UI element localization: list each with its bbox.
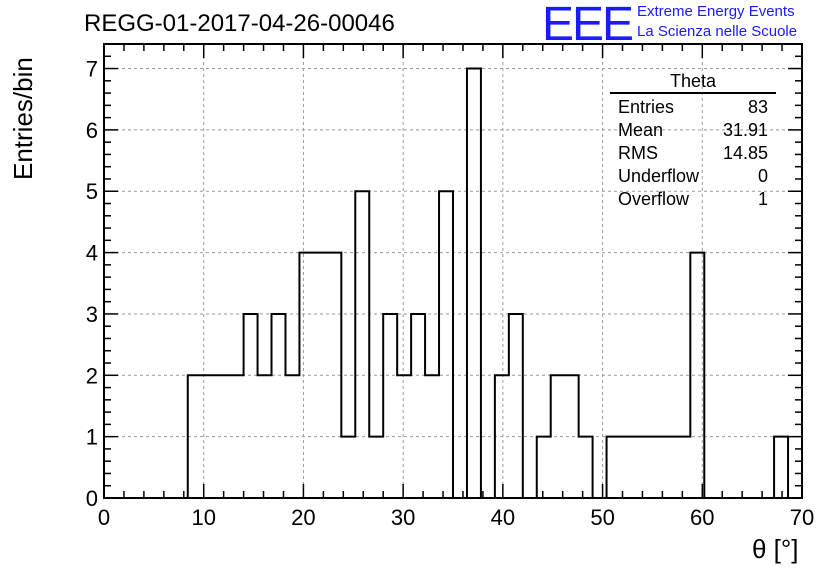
x-tick-label: 20 <box>291 505 315 530</box>
histogram-bar <box>369 437 383 498</box>
y-tick-labels: 0 1 2 3 4 5 6 7 <box>86 57 98 511</box>
y-tick-label: 4 <box>86 241 98 266</box>
histogram-series <box>186 67 790 499</box>
stats-value: 14.85 <box>722 143 768 163</box>
stats-value: 0 <box>757 166 768 186</box>
stats-label: Overflow <box>618 189 690 209</box>
histogram-bar <box>341 437 355 498</box>
histogram-bar <box>216 375 230 498</box>
histogram-bar <box>467 69 481 498</box>
histogram-bar <box>509 314 523 498</box>
histogram-bar <box>662 437 676 498</box>
histogram-bar <box>411 314 425 498</box>
stats-row-overflow: Overflow 1 <box>610 188 776 211</box>
logo-subtitle-2: La Scienza nelle Scuole <box>637 23 798 40</box>
histogram-bar <box>607 437 621 498</box>
histogram-bar <box>579 437 593 498</box>
stats-label: RMS <box>618 143 658 163</box>
eee-logo: EEE <box>542 0 634 51</box>
stats-row-mean: Mean 31.91 <box>610 119 776 142</box>
histogram-bar <box>188 375 202 498</box>
histogram-bar <box>272 314 286 498</box>
y-axis-label: Entries/bin <box>8 57 38 180</box>
x-tick-label: 0 <box>98 505 110 530</box>
histogram-bar <box>774 437 788 498</box>
x-tick-label: 60 <box>690 505 714 530</box>
histogram-bar <box>690 253 704 498</box>
histogram-bar <box>621 437 635 498</box>
histogram-bar <box>258 375 272 498</box>
y-tick-label: 7 <box>86 57 98 82</box>
histogram-outline <box>186 67 790 499</box>
x-tick-label: 10 <box>191 505 215 530</box>
stats-label: Mean <box>618 120 664 140</box>
stats-row-entries: Entries 83 <box>610 96 776 119</box>
stats-label: Underflow <box>618 166 700 186</box>
histogram-bar <box>495 375 509 498</box>
stats-row-underflow: Underflow 0 <box>610 165 776 188</box>
histogram-bar <box>327 253 341 498</box>
stats-row-rms: RMS 14.85 <box>610 142 776 165</box>
histogram-bar <box>648 437 662 498</box>
x-axis-label: θ [°] <box>752 534 799 564</box>
histogram-bar <box>537 437 551 498</box>
histogram-bar <box>244 314 258 498</box>
histogram-bar <box>439 191 453 498</box>
y-tick-label: 1 <box>86 425 98 450</box>
y-tick-label: 6 <box>86 118 98 143</box>
stats-box: Theta Entries 83 Mean 31.91 RMS 14.85 Un… <box>610 70 776 211</box>
histogram-bar <box>285 375 299 498</box>
stats-value: 1 <box>757 189 768 209</box>
axes <box>103 43 803 499</box>
stats-title: Theta <box>610 70 776 94</box>
x-tick-label: 50 <box>590 505 614 530</box>
histogram-bar <box>425 375 439 498</box>
stats-value: 31.91 <box>722 120 768 140</box>
histogram-bar <box>565 375 579 498</box>
histogram-bar <box>202 375 216 498</box>
x-tick-labels: 0 10 20 30 40 50 60 70 <box>98 505 814 530</box>
x-tick-label: 30 <box>391 505 415 530</box>
histogram-bar <box>313 253 327 498</box>
histogram-bar <box>299 253 313 498</box>
chart-title: REGG-01-2017-04-26-00046 <box>84 10 395 37</box>
y-tick-label: 2 <box>86 363 98 388</box>
y-tick-label: 5 <box>86 179 98 204</box>
stats-label: Entries <box>618 97 675 117</box>
histogram-bar <box>355 191 369 498</box>
stats-value: 83 <box>747 97 768 117</box>
histogram-bar <box>551 375 565 498</box>
x-tick-label: 70 <box>790 505 814 530</box>
histogram-bar <box>383 314 397 498</box>
y-tick-label: 3 <box>86 302 98 327</box>
plot-frame <box>103 43 803 499</box>
y-tick-label: 0 <box>86 486 98 511</box>
histogram-bar <box>397 375 411 498</box>
histogram-bar <box>634 437 648 498</box>
logo-subtitle-1: Extreme Energy Events <box>637 3 795 20</box>
x-tick-label: 40 <box>491 505 515 530</box>
histogram-bar <box>676 437 690 498</box>
histogram-bar <box>230 375 244 498</box>
